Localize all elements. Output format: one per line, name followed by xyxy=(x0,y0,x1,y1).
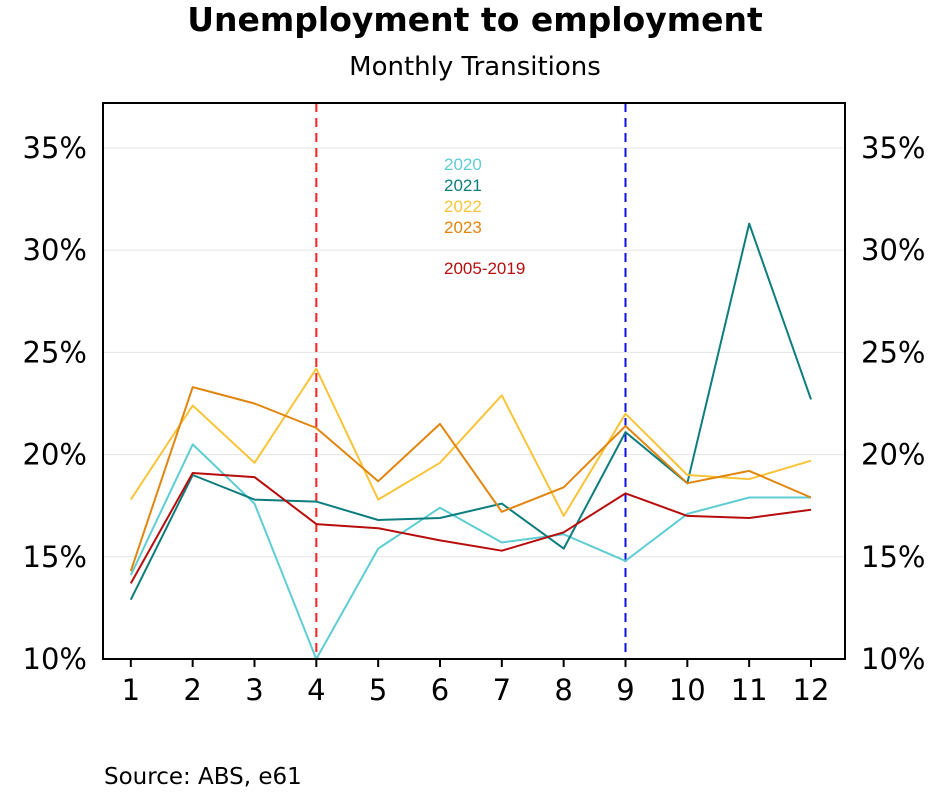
grid-lines xyxy=(103,147,845,558)
reference-lines xyxy=(315,103,627,659)
y-tick-label: 35% xyxy=(861,131,925,165)
x-tick-label: 5 xyxy=(369,673,387,707)
legend-label-2022: 2022 xyxy=(444,197,482,216)
series-line-2020 xyxy=(129,443,811,660)
series-line-2023 xyxy=(129,386,812,572)
legend-label-2021: 2021 xyxy=(444,176,482,195)
series-lines xyxy=(129,222,812,660)
y-tick-label: 35% xyxy=(23,131,87,165)
x-tick-label: 1 xyxy=(122,673,140,707)
y-tick-label: 25% xyxy=(23,335,87,369)
y-tick-label: 15% xyxy=(23,540,87,574)
series-line-2022 xyxy=(129,367,812,517)
chart-title: Unemployment to employment xyxy=(187,0,763,39)
y-tick-label: 20% xyxy=(23,438,87,472)
y-tick-label: 20% xyxy=(861,438,925,472)
series-line-2021 xyxy=(129,222,812,601)
y-tick-label: 25% xyxy=(861,335,925,369)
y-tick-label: 30% xyxy=(23,233,87,267)
chart-subtitle: Monthly Transitions xyxy=(349,52,601,82)
x-tick-label: 6 xyxy=(431,673,449,707)
y-tick-label: 15% xyxy=(861,540,925,574)
legend-label-2020: 2020 xyxy=(444,155,482,174)
x-tick-label: 4 xyxy=(307,673,325,707)
legend: 2020 2021 2022 2023 2005-2019 xyxy=(444,155,525,278)
plot-frame xyxy=(102,102,846,660)
x-tick-label: 8 xyxy=(554,673,572,707)
x-tick-label: 2 xyxy=(183,673,201,707)
x-tick-label: 10 xyxy=(669,673,706,707)
x-tick-label: 7 xyxy=(493,673,511,707)
x-tick-label: 12 xyxy=(793,673,830,707)
y-tick-label: 10% xyxy=(23,642,87,676)
y-axis-left: 10% 15% 20% 25% 30% 35% xyxy=(23,131,87,676)
y-axis-right: 10% 15% 20% 25% 30% 35% xyxy=(861,131,925,676)
source-note: Source: ABS, e61 xyxy=(104,764,302,790)
y-tick-label: 10% xyxy=(861,642,925,676)
x-tick-label: 11 xyxy=(731,673,768,707)
series-line-2005-2019 xyxy=(129,472,812,584)
legend-label-2005-2019: 2005-2019 xyxy=(444,259,525,278)
y-tick-label: 30% xyxy=(861,233,925,267)
legend-label-2023: 2023 xyxy=(444,218,482,237)
x-tick-label: 9 xyxy=(616,673,634,707)
x-axis: 1 2 3 4 5 6 7 8 9 10 11 12 xyxy=(122,659,830,707)
x-tick-label: 3 xyxy=(245,673,263,707)
